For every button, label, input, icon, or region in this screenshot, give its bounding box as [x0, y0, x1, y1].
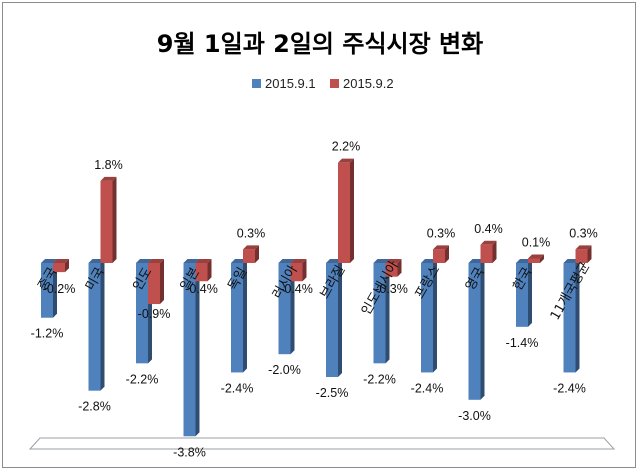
category-label-8: 프랑스 — [413, 263, 444, 302]
bar-top-s2-9 — [480, 240, 497, 245]
legend-swatch-series-1 — [252, 79, 261, 88]
bar-top-s2-8 — [433, 245, 449, 250]
bar-top-s1-3 — [183, 259, 200, 263]
data-label-s1-6: -2.5% — [316, 386, 349, 400]
data-label-s2-1: 1.8% — [94, 158, 123, 172]
data-label-s2-7: -0.3% — [375, 282, 408, 296]
bar-s2-3 — [195, 263, 208, 282]
bar-top-s2-3 — [195, 259, 212, 263]
bar-side-s1-3 — [195, 259, 200, 437]
bar-s2-8 — [433, 249, 445, 263]
bar-top-s2-11 — [575, 245, 592, 250]
category-label-6: 브라질 — [318, 263, 349, 302]
data-label-s1-9: -3.0% — [458, 409, 491, 423]
bar-side-s1-11 — [575, 259, 580, 373]
bar-s1-11 — [563, 263, 576, 373]
bar-top-s2-5 — [290, 259, 307, 263]
bar-side-s2-1 — [112, 176, 117, 263]
data-label-s1-1: -2.8% — [78, 400, 111, 414]
bar-s1-2 — [136, 263, 148, 364]
data-label-s2-3: -0.4% — [185, 282, 218, 296]
bar-s2-7 — [385, 263, 398, 277]
data-label-s1-5: -2.0% — [268, 363, 301, 377]
bar-side-s1-9 — [480, 259, 485, 400]
data-label-s1-11: -2.4% — [553, 381, 586, 395]
bar-s1-7 — [373, 263, 386, 364]
bar-side-s2-8 — [445, 245, 449, 263]
bar-s1-4 — [231, 263, 243, 373]
bar-side-s1-4 — [243, 259, 247, 373]
bar-top-s1-5 — [278, 259, 295, 263]
bar-s1-8 — [421, 263, 433, 373]
data-label-s2-0: -0.2% — [43, 282, 76, 296]
data-label-s2-8: 0.3% — [427, 226, 456, 240]
data-label-s1-2: -2.2% — [126, 372, 159, 386]
chart-floor — [28, 437, 616, 450]
bar-side-s2-0 — [65, 259, 69, 273]
data-label-s2-10: 0.1% — [522, 235, 551, 249]
bar-side-s1-0 — [53, 259, 57, 318]
bar-side-s2-10 — [540, 254, 544, 263]
bars-group — [41, 158, 592, 437]
data-label-s2-5: -0.4% — [280, 282, 313, 296]
bar-top-s2-2 — [148, 259, 164, 263]
data-label-s1-7: -2.2% — [363, 372, 396, 386]
data-label-s2-4: 0.3% — [237, 226, 266, 240]
bar-side-s2-9 — [492, 240, 497, 263]
data-label-s2-2: -0.9% — [138, 307, 171, 321]
data-label-s2-6: 2.2% — [332, 140, 361, 154]
bar-side-s2-4 — [255, 245, 259, 263]
bar-side-s1-7 — [385, 259, 390, 364]
bar-side-s2-6 — [350, 158, 354, 263]
bar-top-s2-7 — [385, 259, 402, 263]
legend: 2015.9.1 2015.9.2 — [252, 76, 394, 91]
bar-s2-4 — [243, 249, 255, 263]
bar-side-s1-1 — [100, 259, 105, 391]
legend-swatch-series-2 — [330, 79, 339, 88]
bar-s2-11 — [575, 249, 588, 263]
bar-top-s1-7 — [373, 259, 390, 263]
bar-top-s2-6 — [338, 158, 354, 163]
data-label-s1-3: -3.8% — [173, 445, 206, 459]
data-label-s1-8: -2.4% — [411, 381, 444, 395]
bar-side-s2-5 — [302, 259, 307, 282]
bar-side-s2-3 — [207, 259, 212, 282]
bar-top-s2-0 — [53, 259, 69, 263]
data-label-s2-9: 0.4% — [474, 222, 503, 236]
data-label-s1-4: -2.4% — [221, 381, 254, 395]
data-label-s1-10: -1.4% — [506, 336, 539, 350]
bar-s1-10 — [516, 263, 528, 327]
bar-s1-3 — [183, 263, 196, 437]
bar-top-s2-1 — [100, 176, 117, 181]
bar-s1-9 — [468, 263, 481, 400]
legend-label-series-2: 2015.9.2 — [343, 76, 394, 91]
bar-top-s1-2 — [136, 259, 152, 263]
bar-side-s1-10 — [528, 259, 532, 327]
bar-top-s1-0 — [41, 259, 57, 263]
bar-s2-0 — [53, 263, 65, 273]
bar-s1-5 — [278, 263, 291, 355]
bar-s2-9 — [480, 244, 493, 263]
bar-s2-1 — [100, 180, 113, 263]
data-label-s2-11: 0.3% — [569, 226, 598, 240]
bar-side-s2-2 — [160, 259, 164, 305]
bar-s2-6 — [338, 162, 350, 263]
bar-side-s1-5 — [290, 259, 295, 355]
data-label-s1-0: -1.2% — [31, 327, 64, 341]
bar-s1-0 — [41, 263, 53, 318]
bar-side-s1-8 — [433, 259, 437, 373]
bar-top-s2-10 — [528, 254, 544, 259]
bar-s1-1 — [88, 263, 101, 391]
bar-s2-5 — [290, 263, 303, 282]
legend-label-series-1: 2015.9.1 — [265, 76, 316, 91]
chart-title: 9월 1일과 2일의 주식시장 변화 — [157, 30, 483, 58]
bar-s2-2 — [148, 263, 160, 305]
bar-side-s1-6 — [338, 259, 342, 377]
bar-s2-10 — [528, 258, 540, 263]
bar-side-s2-7 — [397, 259, 402, 277]
bar-top-s2-4 — [243, 245, 259, 250]
bar-side-s2-11 — [587, 245, 592, 263]
bar-s1-6 — [326, 263, 338, 377]
